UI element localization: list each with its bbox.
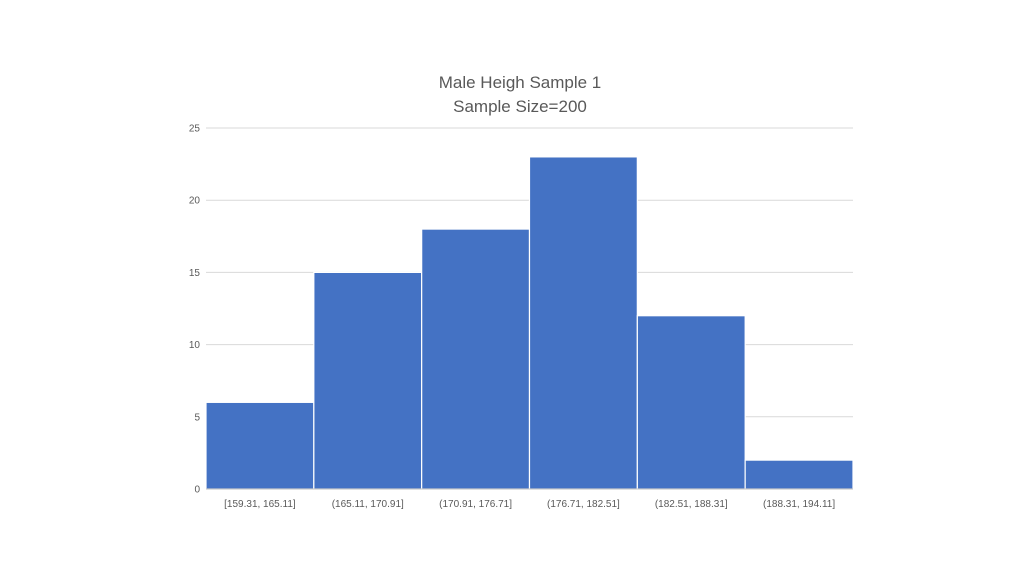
x-tick-label: (170.91, 176.71] (439, 499, 512, 510)
y-tick-label: 5 (194, 412, 200, 423)
y-tick-labels: 0 5 10 15 20 25 (189, 124, 201, 496)
x-tick-label: (176.71, 182.51] (547, 499, 620, 510)
bar (636, 315, 746, 490)
chart-title: Male Heigh Sample 1 (439, 73, 602, 92)
bars (205, 156, 854, 490)
y-tick-label: 10 (189, 340, 201, 351)
y-tick-label: 20 (189, 196, 201, 207)
x-tick-label: (182.51, 188.31] (655, 499, 728, 510)
x-tick-label: [159.31, 165.11] (224, 499, 296, 510)
bar (205, 401, 315, 490)
y-tick-label: 0 (194, 485, 200, 496)
x-tick-labels: [159.31, 165.11] (165.11, 170.91] (170.91,… (224, 499, 835, 510)
y-tick-label: 25 (189, 124, 201, 135)
bar (528, 156, 638, 490)
bar (744, 459, 854, 490)
x-tick-label: (165.11, 170.91] (332, 499, 404, 510)
bar (421, 228, 531, 490)
chart-subtitle: Sample Size=200 (453, 97, 587, 116)
y-tick-label: 15 (189, 268, 201, 279)
bar (313, 271, 423, 490)
x-tick-label: (188.31, 194.11] (763, 499, 835, 510)
